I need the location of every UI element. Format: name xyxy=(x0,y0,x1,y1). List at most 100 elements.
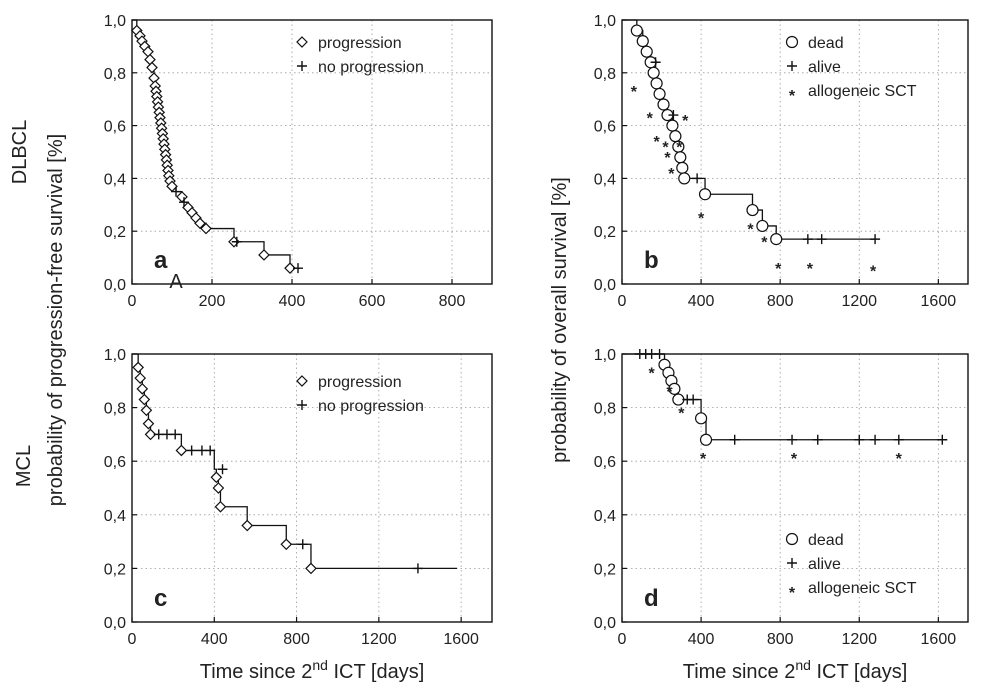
x-tick-label: 200 xyxy=(199,293,226,310)
x-tick-label: 0 xyxy=(128,631,137,648)
legend-label: progression xyxy=(318,35,402,52)
event-marker xyxy=(214,500,227,513)
event-marker xyxy=(647,66,660,79)
sct-marker: * xyxy=(666,384,673,401)
censored-marker xyxy=(870,434,881,445)
y-tick-label: 0,0 xyxy=(594,615,616,632)
sct-marker: * xyxy=(700,451,707,468)
censored-marker xyxy=(802,234,813,245)
sct-marker: * xyxy=(647,110,654,127)
event-marker xyxy=(666,119,679,132)
legend-label: dead xyxy=(808,35,844,52)
event-marker xyxy=(650,77,663,90)
plot-frame xyxy=(621,19,969,285)
x-tick-label: 400 xyxy=(688,293,715,310)
censored-marker xyxy=(650,57,661,68)
censored-marker xyxy=(654,349,665,359)
censored-marker xyxy=(231,236,242,247)
event-marker xyxy=(140,404,153,417)
event-marker xyxy=(694,412,708,425)
censored-marker xyxy=(816,234,827,245)
censored-marker xyxy=(170,429,181,440)
x-label-prefix: Time since 2 xyxy=(683,661,796,683)
y-tick-label: 0,8 xyxy=(104,66,126,83)
y-tick-label: 0,4 xyxy=(104,171,126,188)
sct-marker: * xyxy=(698,211,705,228)
event-marker xyxy=(176,191,188,203)
x-tick-label: 400 xyxy=(201,631,228,648)
sct-marker: * xyxy=(678,406,685,423)
legend-diamond-icon xyxy=(296,36,308,48)
row-label-mcl: MCL xyxy=(13,445,35,487)
event-marker xyxy=(146,61,158,74)
legend-plus-icon xyxy=(787,558,797,568)
y-tick-label: 0,8 xyxy=(104,401,126,418)
sct-marker: * xyxy=(676,139,683,156)
event-marker xyxy=(132,361,145,374)
panel-b: 0,00,20,40,60,81,00 400 800 1200 1600*** ****… xyxy=(594,13,969,310)
event-marker xyxy=(657,98,670,111)
censored-marker xyxy=(186,445,197,456)
event-marker xyxy=(630,24,643,37)
censored-marker xyxy=(787,434,798,445)
censored-marker xyxy=(668,110,679,121)
event-marker xyxy=(305,562,317,575)
y-tick-label: 0,6 xyxy=(104,454,126,471)
event-marker xyxy=(284,262,296,275)
y-tick-label: 0,4 xyxy=(594,171,616,188)
y-tick-label: 0,2 xyxy=(594,224,616,241)
censored-marker xyxy=(412,563,423,574)
event-marker xyxy=(144,428,157,441)
y-tick-label: 0,4 xyxy=(104,508,126,525)
censored-marker xyxy=(870,234,881,245)
y-axis-label-left: probability of progression-free survival… xyxy=(45,134,67,506)
event-marker xyxy=(210,471,223,484)
y-tick-label: 0,0 xyxy=(104,615,126,632)
sct-marker: * xyxy=(649,365,656,382)
sct-marker: * xyxy=(870,264,877,281)
x-label-prefix: Time since 2 xyxy=(200,661,313,683)
event-marker xyxy=(212,482,225,494)
sct-marker: * xyxy=(896,451,903,468)
event-marker xyxy=(138,393,151,406)
censored-marker xyxy=(171,186,181,197)
x-tick-label: 600 xyxy=(359,293,386,310)
y-tick-label: 0,6 xyxy=(104,119,126,136)
panel-letter: b xyxy=(644,247,659,274)
x-tick-label: 1600 xyxy=(443,631,479,648)
y-tick-label: 0,6 xyxy=(594,454,616,471)
sct-marker: * xyxy=(761,234,768,251)
y-tick-label: 0,2 xyxy=(594,561,616,578)
x-tick-label: 800 xyxy=(283,631,310,648)
x-label-suffix: ICT [days] xyxy=(328,661,424,683)
sct-marker: * xyxy=(682,113,689,130)
survival-curve xyxy=(132,19,300,269)
y-tick-label: 0,0 xyxy=(594,277,616,294)
event-marker xyxy=(668,382,681,395)
x-label-sup: nd xyxy=(795,657,811,673)
event-marker xyxy=(142,417,155,430)
x-tick-label: 1600 xyxy=(921,293,957,310)
legend-plus-icon xyxy=(297,400,307,410)
legend-label: progression xyxy=(318,374,402,391)
legend-circle-icon xyxy=(785,532,799,546)
legend-circle-icon xyxy=(785,35,799,49)
panel-c: 0,0 0,2 0,4 0,6 0,8 1,0 0 400 800 1200 1600 progres… xyxy=(104,347,493,648)
censored-marker xyxy=(729,434,740,445)
x-tick-label: 800 xyxy=(767,293,794,310)
x-tick-label: 0 xyxy=(128,293,137,310)
censored-marker xyxy=(205,445,216,456)
sct-marker: * xyxy=(747,221,754,238)
event-marker xyxy=(756,219,769,233)
event-marker xyxy=(672,393,685,406)
y-tick-label: 1,0 xyxy=(594,13,616,30)
legend-label: no progression xyxy=(318,59,424,76)
row-label-dlbcl: DLBCL xyxy=(9,120,31,184)
event-marker xyxy=(678,172,691,185)
legend-label: alive xyxy=(808,59,841,76)
sct-marker: * xyxy=(664,150,671,167)
event-marker xyxy=(653,87,666,101)
x-tick-label: 1200 xyxy=(841,293,877,310)
event-marker xyxy=(241,519,254,532)
x-label-suffix: ICT [days] xyxy=(811,661,907,683)
